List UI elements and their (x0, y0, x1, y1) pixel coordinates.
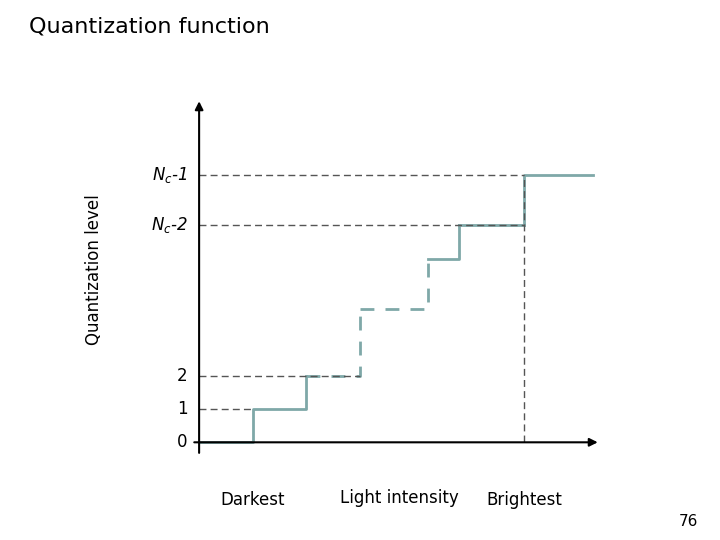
Text: $N_c$-1: $N_c$-1 (152, 165, 188, 185)
Text: Brightest: Brightest (486, 491, 562, 509)
Text: 2: 2 (177, 367, 188, 384)
Text: Quantization level: Quantization level (85, 194, 103, 346)
Text: 1: 1 (177, 400, 188, 418)
Text: Quantization function: Quantization function (29, 16, 269, 36)
Text: Light intensity: Light intensity (341, 489, 459, 507)
Text: $N_c$-2: $N_c$-2 (150, 215, 188, 235)
Text: 76: 76 (679, 514, 698, 529)
Text: Darkest: Darkest (220, 491, 285, 509)
Text: 0: 0 (177, 433, 188, 451)
